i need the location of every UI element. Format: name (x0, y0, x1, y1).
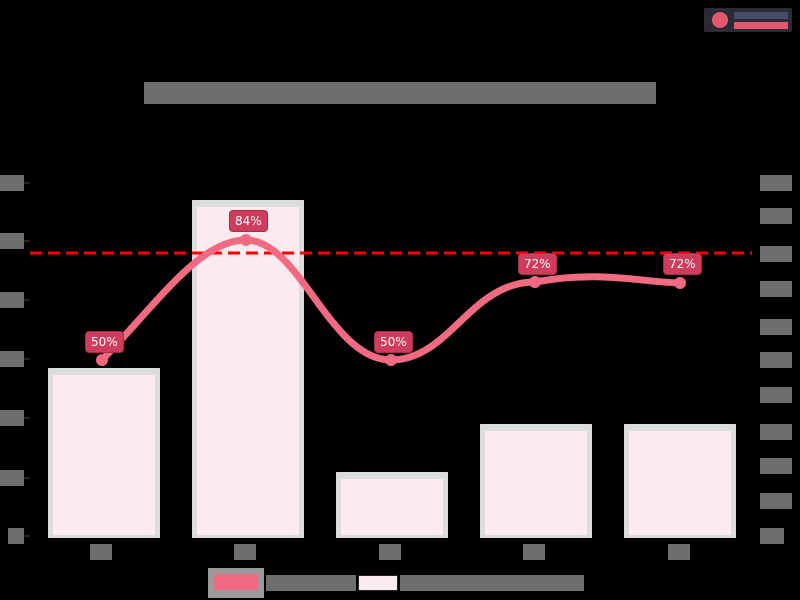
left-axis-label: 17% (0, 470, 24, 486)
left-axis-label: 33% (0, 410, 24, 426)
right-axis-label: 20 (760, 458, 792, 474)
x-axis-label: C4 (523, 544, 545, 560)
legend-bar-swatch-icon[interactable] (358, 575, 398, 591)
x-axis-label: C3 (379, 544, 401, 560)
left-axis-label: 50% (0, 351, 24, 367)
data-label: 50% (85, 331, 124, 353)
left-axis-label: 100% (0, 175, 24, 191)
x-axis-label: C5 (668, 544, 690, 560)
data-label: 72% (518, 253, 557, 275)
bar-series (48, 200, 736, 538)
right-axis-label: 50 (760, 352, 792, 368)
brand-logo (704, 8, 792, 32)
right-axis-label: 90 (760, 208, 792, 224)
right-axis-label: 40 (760, 387, 792, 403)
left-axis-label: 0% (8, 528, 24, 544)
right-axis-label: 70 (760, 281, 792, 297)
logo-text-line (734, 22, 788, 29)
right-axis-label: 100 (760, 175, 792, 191)
x-axis-label: C2 (234, 544, 256, 560)
data-label: 84% (229, 210, 268, 232)
x-axis-label: C1 (90, 544, 112, 560)
legend-line-swatch-icon[interactable] (208, 568, 264, 598)
right-axis-label: 30 (760, 424, 792, 440)
right-axis-label: 80 (760, 246, 792, 262)
logo-mark-icon (712, 12, 728, 28)
logo-text-line (734, 12, 788, 19)
right-axis-label: 0 (760, 528, 784, 544)
left-axis-label: 83% (0, 233, 24, 249)
line-points (96, 234, 686, 366)
right-axis-label: 60 (760, 319, 792, 335)
chart-title: Redacted chart title (144, 82, 656, 104)
right-axis-label: 10 (760, 493, 792, 509)
legend-bar-label[interactable]: Bar series label (400, 575, 584, 591)
legend-line-label[interactable]: Line series (266, 575, 356, 591)
left-axis-label: 67% (0, 292, 24, 308)
data-label: 50% (374, 331, 413, 353)
left-axis-ticks (24, 182, 30, 537)
data-label: 72% (663, 253, 702, 275)
